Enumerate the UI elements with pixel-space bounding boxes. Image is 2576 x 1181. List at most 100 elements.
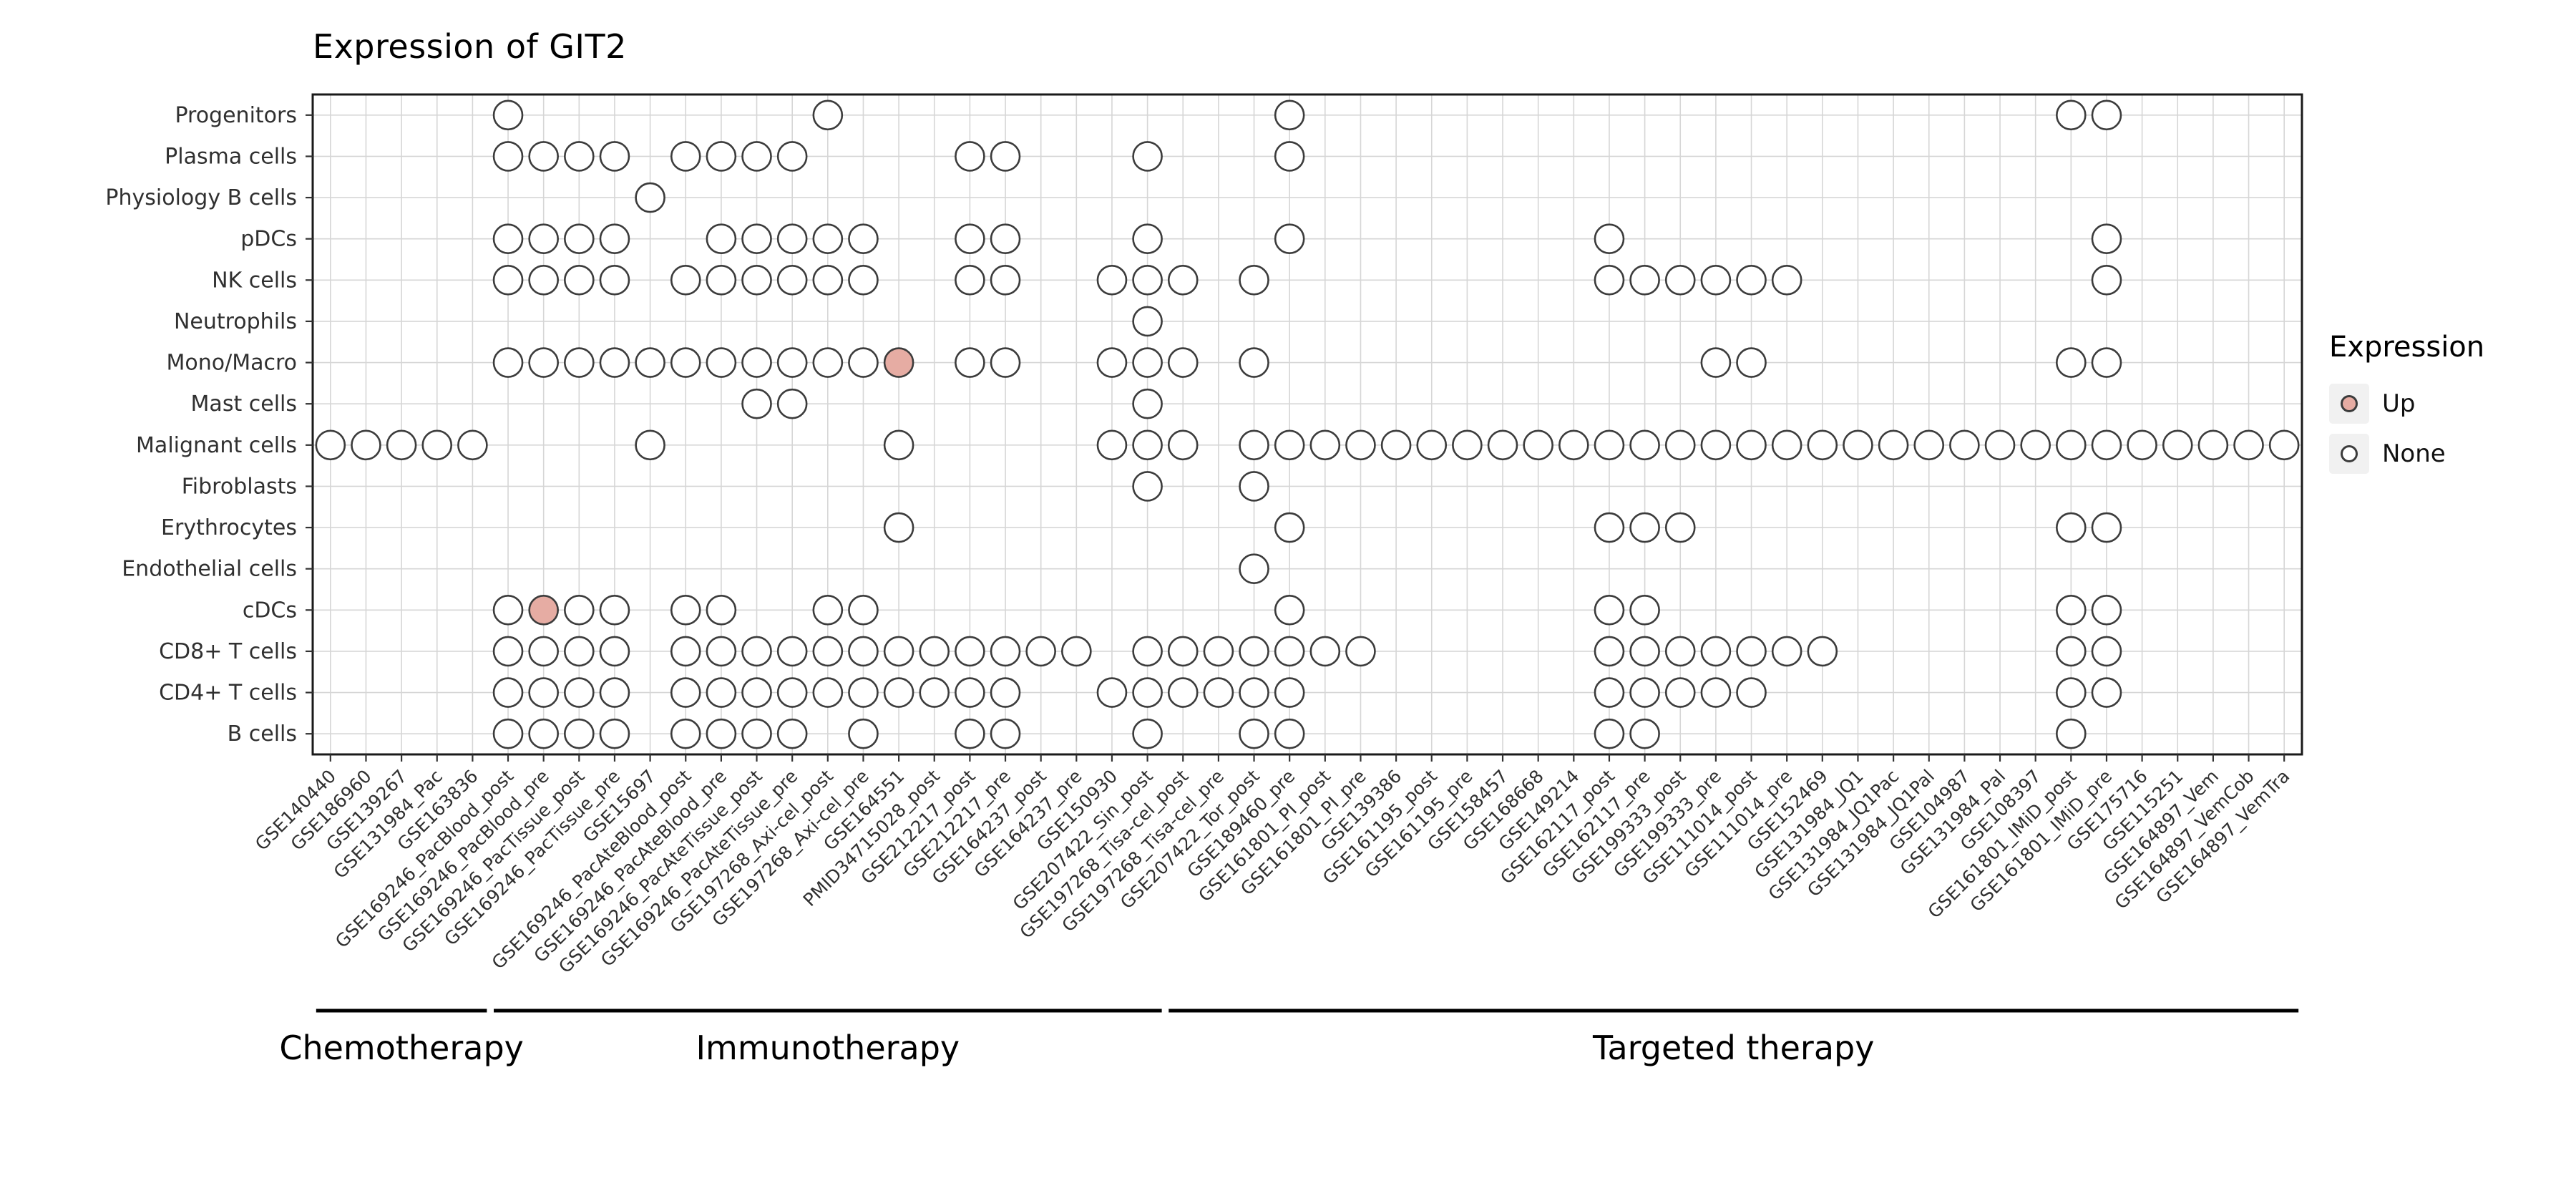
expression-dot-none bbox=[883, 636, 914, 667]
expression-dot-none bbox=[2056, 99, 2087, 131]
expression-dot-none bbox=[955, 223, 985, 254]
expression-dot-none bbox=[670, 595, 701, 626]
expression-dot-none bbox=[955, 265, 985, 296]
expression-dot-none bbox=[635, 429, 665, 461]
expression-dot-none bbox=[706, 141, 737, 172]
expression-dot-none bbox=[990, 141, 1021, 172]
expression-dot-none bbox=[599, 636, 630, 667]
expression-dot-none bbox=[2197, 429, 2229, 461]
expression-dot-none bbox=[1309, 636, 1341, 667]
expression-dot-none bbox=[955, 141, 985, 172]
expression-dot-none bbox=[1239, 677, 1269, 708]
expression-dot-none bbox=[2091, 99, 2122, 131]
legend-key-up bbox=[2329, 384, 2369, 424]
expression-dot-none bbox=[2056, 347, 2087, 378]
expression-dot-none bbox=[1132, 265, 1163, 296]
expression-dot-none bbox=[599, 718, 630, 749]
expression-dot-none bbox=[1629, 636, 1660, 667]
expression-dot-none bbox=[1274, 512, 1305, 543]
expression-dot-none bbox=[1132, 636, 1163, 667]
expression-dot-none bbox=[1309, 429, 1341, 461]
expression-dot-none bbox=[919, 677, 950, 708]
legend-title: Expression bbox=[2329, 331, 2485, 364]
expression-dot-none bbox=[1629, 512, 1660, 543]
expression-dot-none bbox=[1700, 347, 1732, 378]
expression-dot-none bbox=[1487, 429, 1518, 461]
expression-dot-none bbox=[1132, 306, 1163, 337]
expression-dot-none bbox=[670, 718, 701, 749]
expression-dot-none bbox=[670, 347, 701, 378]
row-label: pDCs bbox=[240, 227, 297, 252]
group-label: Chemotherapy bbox=[279, 1029, 524, 1067]
expression-dot-none bbox=[990, 265, 1021, 296]
expression-dot-none bbox=[990, 636, 1021, 667]
expression-dot-none bbox=[2056, 595, 2087, 626]
expression-dot-none bbox=[848, 636, 879, 667]
expression-dot-none bbox=[457, 429, 488, 461]
expression-dot-none bbox=[1807, 636, 1838, 667]
expression-dot-none bbox=[2091, 512, 2122, 543]
expression-dot-none bbox=[1274, 141, 1305, 172]
expression-dot-none bbox=[706, 347, 737, 378]
expression-dot-none bbox=[492, 141, 524, 172]
expression-dot-none bbox=[955, 636, 985, 667]
expression-dot-none bbox=[1132, 347, 1163, 378]
expression-dot-none bbox=[2127, 429, 2157, 461]
expression-dot-none bbox=[2091, 429, 2122, 461]
row-label: Erythrocytes bbox=[161, 515, 297, 540]
expression-dot-none bbox=[1913, 429, 1945, 461]
expression-dot-none bbox=[492, 595, 524, 626]
expression-dot-none bbox=[1274, 718, 1305, 749]
expression-dot-none bbox=[1807, 429, 1838, 461]
up-dot-icon bbox=[2341, 395, 2358, 412]
expression-dot-none bbox=[812, 595, 844, 626]
expression-dot-none bbox=[1736, 636, 1767, 667]
expression-dot-none bbox=[1664, 265, 1696, 296]
legend-key-none bbox=[2329, 434, 2369, 474]
expression-dot-none bbox=[1274, 99, 1305, 131]
expression-dot-none bbox=[1274, 223, 1305, 254]
expression-dot-none bbox=[1664, 429, 1696, 461]
expression-dot-none bbox=[1096, 265, 1128, 296]
row-label: Neutrophils bbox=[174, 309, 297, 334]
expression-dot-none bbox=[776, 347, 808, 378]
expression-dot-none bbox=[564, 265, 595, 296]
expression-dot-none bbox=[1345, 429, 1376, 461]
expression-dot-none bbox=[1771, 636, 1802, 667]
expression-dot-none bbox=[990, 347, 1021, 378]
expression-dot-none bbox=[528, 347, 559, 378]
expression-dot-none bbox=[1096, 347, 1128, 378]
expression-dot-none bbox=[599, 677, 630, 708]
expression-dot-none bbox=[2020, 429, 2051, 461]
expression-dot-none bbox=[2056, 429, 2087, 461]
expression-dot-none bbox=[776, 677, 808, 708]
expression-dot-none bbox=[599, 265, 630, 296]
row-label: B cells bbox=[228, 721, 297, 747]
expression-dot-none bbox=[706, 636, 737, 667]
row-label: CD8+ T cells bbox=[159, 639, 297, 664]
expression-dot-none bbox=[2056, 677, 2087, 708]
expression-dot-none bbox=[812, 99, 844, 131]
expression-dot-none bbox=[919, 636, 950, 667]
expression-dot-none bbox=[492, 223, 524, 254]
expression-dot-none bbox=[955, 718, 985, 749]
expression-dot-none bbox=[1629, 429, 1660, 461]
expression-dot-none bbox=[741, 718, 772, 749]
expression-dot-none bbox=[776, 636, 808, 667]
expression-dot-none bbox=[1203, 677, 1234, 708]
expression-dot-none bbox=[564, 347, 595, 378]
expression-dot-none bbox=[492, 677, 524, 708]
expression-dot-none bbox=[670, 636, 701, 667]
expression-dot-none bbox=[2268, 429, 2300, 461]
expression-dot-none bbox=[706, 595, 737, 626]
expression-dot-none bbox=[1239, 553, 1269, 584]
expression-dot-none bbox=[1700, 636, 1732, 667]
expression-dot-none bbox=[1771, 429, 1802, 461]
expression-dot-none bbox=[564, 595, 595, 626]
expression-dot-none bbox=[599, 595, 630, 626]
legend: Expression Up None bbox=[2329, 331, 2484, 484]
expression-dot-none bbox=[528, 677, 559, 708]
expression-dot-none bbox=[1274, 677, 1305, 708]
expression-dot-none bbox=[883, 512, 914, 543]
